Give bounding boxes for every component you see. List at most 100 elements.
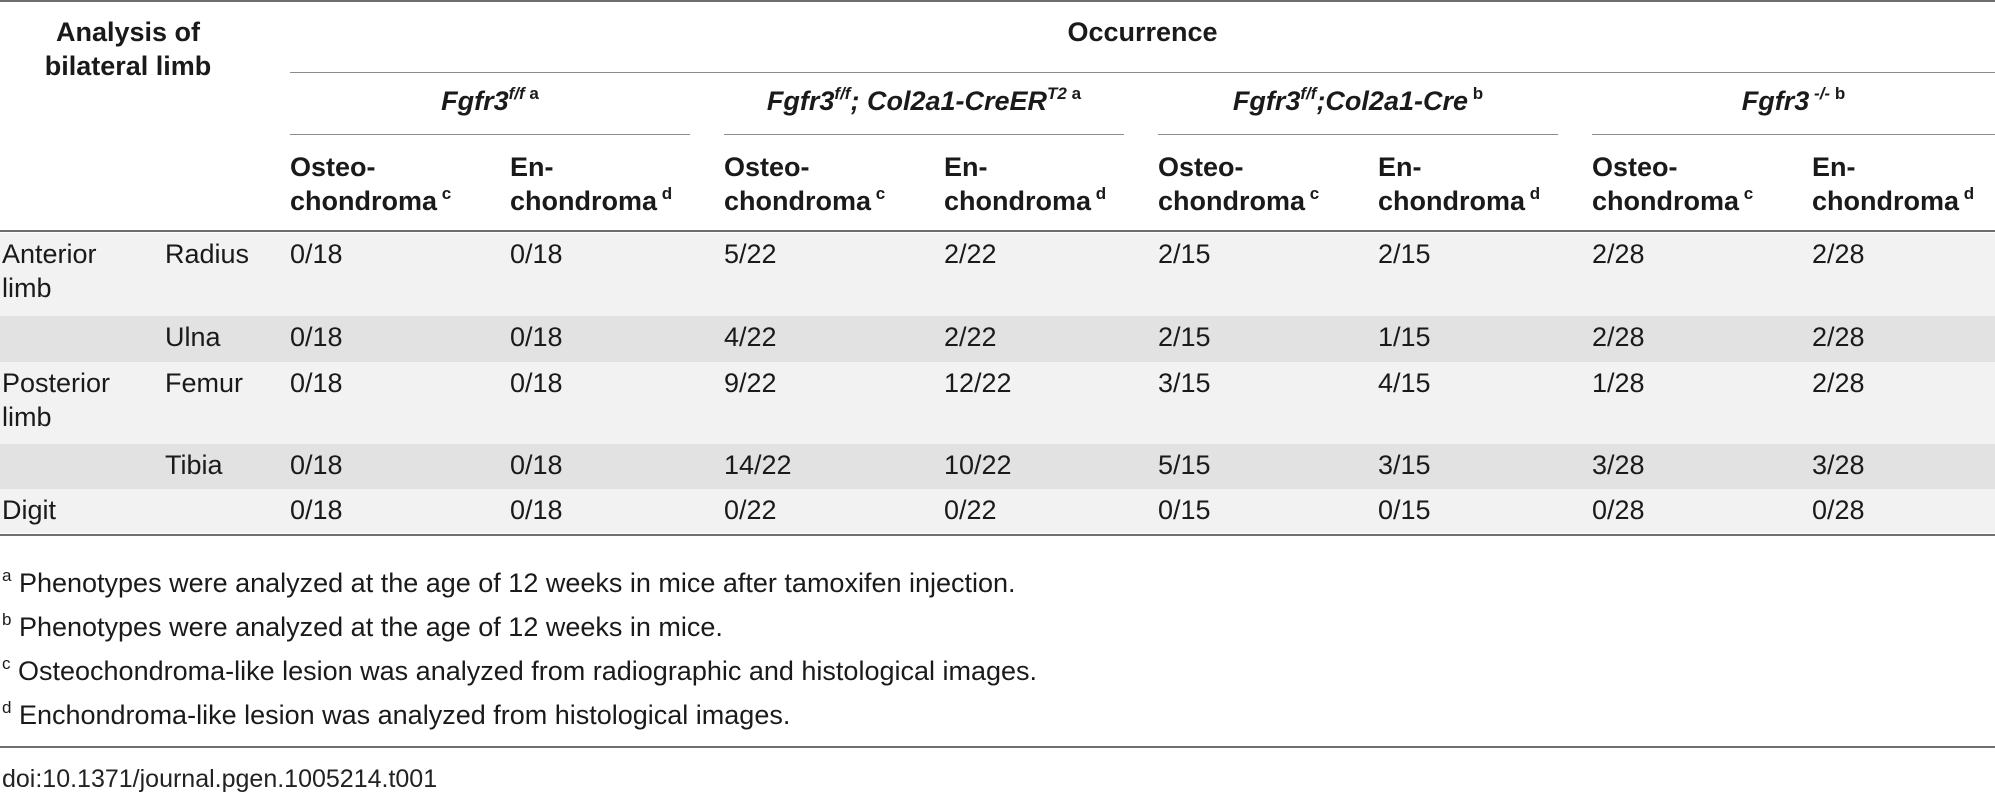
footnote-mark: b — [1472, 83, 1484, 103]
footnote-mark: c — [441, 183, 452, 203]
row-region-label-line2: limb — [2, 402, 52, 432]
table-cell: 2/15 — [1378, 239, 1431, 269]
table-cell: 4/15 — [1378, 368, 1431, 398]
header-bottom-rule — [0, 230, 1995, 232]
table-cell: 0/28 — [1592, 495, 1645, 525]
footnote-mark: b — [1834, 83, 1846, 103]
table-cell: 0/18 — [510, 450, 563, 480]
group-header-fgfr3-ff-col2a1-cre: Fgfr3f/f;Col2a1-Cre b — [1158, 84, 1558, 119]
col-header-osteochondroma: Osteo- — [1158, 152, 1244, 182]
group-header-fgfr3-ff: Fgfr3f/f a — [290, 84, 690, 119]
footnote-mark: c — [2, 653, 11, 673]
table-cell: 2/28 — [1812, 239, 1865, 269]
table-cell: 0/15 — [1158, 495, 1211, 525]
group-gene-suffix: ; Col2a1-CreER — [850, 86, 1048, 116]
group-header-fgfr3-ff-col2a1-creert2: Fgfr3f/f; Col2a1-CreERT2 a — [724, 84, 1124, 119]
table-cell: 3/15 — [1158, 368, 1211, 398]
table-row — [0, 233, 1995, 316]
footnote-mark: d — [1529, 183, 1541, 203]
row-bone-label: Femur — [165, 368, 244, 398]
table-cell: 0/18 — [290, 239, 343, 269]
corner-header-line2: bilateral limb — [44, 51, 212, 81]
footnote-text: Phenotypes were analyzed at the age of 1… — [11, 568, 1016, 598]
group-gene-suffix: ;Col2a1-Cre — [1316, 86, 1468, 116]
group-underline-3 — [1158, 134, 1558, 135]
footnote-text: Phenotypes were analyzed at the age of 1… — [11, 612, 723, 642]
footnote-mark: d — [1095, 183, 1107, 203]
footnote-c: c Osteochondroma-like lesion was analyze… — [2, 654, 1037, 688]
row-bone-label: Ulna — [165, 322, 221, 352]
col-header-osteochondroma: Osteo- — [1592, 152, 1678, 182]
table-cell: 0/18 — [290, 322, 343, 352]
col-header-line2: chondroma c — [290, 184, 451, 219]
col-header-line2: chondroma d — [1812, 184, 1974, 219]
doi-link[interactable]: doi:10.1371/journal.pgen.1005214.t001 — [2, 765, 438, 793]
corner-header-line1: Analysis of — [55, 17, 201, 47]
col-header-osteochondroma: Osteo- — [724, 152, 810, 182]
table-cell: 4/22 — [724, 322, 777, 352]
footnote-mark: c — [1309, 183, 1320, 203]
table-cell: 0/28 — [1812, 495, 1865, 525]
table-cell: 2/28 — [1812, 322, 1865, 352]
table-cell: 0/22 — [944, 495, 997, 525]
genotype-sup: f/f — [1300, 83, 1317, 103]
row-region-label-line2: limb — [2, 273, 52, 303]
table-cell: 0/18 — [510, 239, 563, 269]
table-bottom-rule — [0, 534, 1995, 536]
col-header-text: chondroma — [1812, 186, 1960, 216]
col-header-text: chondroma — [724, 186, 872, 216]
table-cell: 3/28 — [1592, 450, 1645, 480]
col-header-line2: chondroma c — [1158, 184, 1319, 219]
group-underline-4 — [1592, 134, 1995, 135]
genotype-sup-2: T2 — [1047, 83, 1067, 103]
row-region-label: Anterior — [2, 239, 97, 269]
row-bone-label: Radius — [165, 239, 250, 269]
table-cell: 0/15 — [1378, 495, 1431, 525]
col-header-enchondroma: En- — [1378, 152, 1422, 182]
table-row — [0, 489, 1995, 533]
table-cell: 9/22 — [724, 368, 777, 398]
table-cell: 5/15 — [1158, 450, 1211, 480]
table-cell: 12/22 — [944, 368, 1012, 398]
group-underline-1 — [290, 134, 690, 135]
col-header-text: chondroma — [944, 186, 1092, 216]
group-gene: Fgfr3 — [441, 86, 509, 116]
group-gene: Fgfr3 — [1232, 86, 1301, 116]
footnote-mark: a — [2, 565, 12, 585]
group-gene: Fgfr3 — [1741, 86, 1810, 116]
group-header-fgfr3-ko: Fgfr3 -/- b — [1592, 84, 1995, 119]
col-header-line2: chondroma c — [724, 184, 885, 219]
col-header-line2: chondroma d — [1378, 184, 1540, 219]
col-header-line2: chondroma d — [944, 184, 1106, 219]
row-bone-label: Tibia — [165, 450, 223, 480]
footnote-a: a Phenotypes were analyzed at the age of… — [2, 566, 1016, 600]
footnote-mark: c — [875, 183, 886, 203]
table-cell: 2/15 — [1158, 322, 1211, 352]
table-row — [0, 362, 1995, 444]
table-cell: 0/18 — [510, 495, 563, 525]
col-header-enchondroma: En- — [1812, 152, 1856, 182]
group-underline-2 — [724, 134, 1124, 135]
table-cell: 3/15 — [1378, 450, 1431, 480]
footnote-b: b Phenotypes were analyzed at the age of… — [2, 610, 723, 644]
table-cell: 0/18 — [290, 495, 343, 525]
table-cell: 2/22 — [944, 239, 997, 269]
table-cell: 14/22 — [724, 450, 792, 480]
table-cell: 0/18 — [290, 450, 343, 480]
footnote-mark: d — [1963, 183, 1975, 203]
col-header-enchondroma: En- — [944, 152, 988, 182]
table-cell: 2/28 — [1812, 368, 1865, 398]
table-top-rule — [0, 0, 1995, 2]
footer-rule — [0, 746, 1995, 748]
table-cell: 2/28 — [1592, 239, 1645, 269]
col-header-line2: chondroma c — [1592, 184, 1753, 219]
footnote-text: Enchondroma-like lesion was analyzed fro… — [11, 700, 791, 730]
table-cell: 2/22 — [944, 322, 997, 352]
col-header-text: chondroma — [510, 186, 658, 216]
footnote-mark: d — [661, 183, 673, 203]
occurrence-underline — [290, 72, 1995, 73]
table-cell: 1/28 — [1592, 368, 1645, 398]
footnote-mark: d — [2, 697, 12, 717]
col-header-text: chondroma — [1378, 186, 1526, 216]
footnote-mark: a — [1071, 83, 1082, 103]
